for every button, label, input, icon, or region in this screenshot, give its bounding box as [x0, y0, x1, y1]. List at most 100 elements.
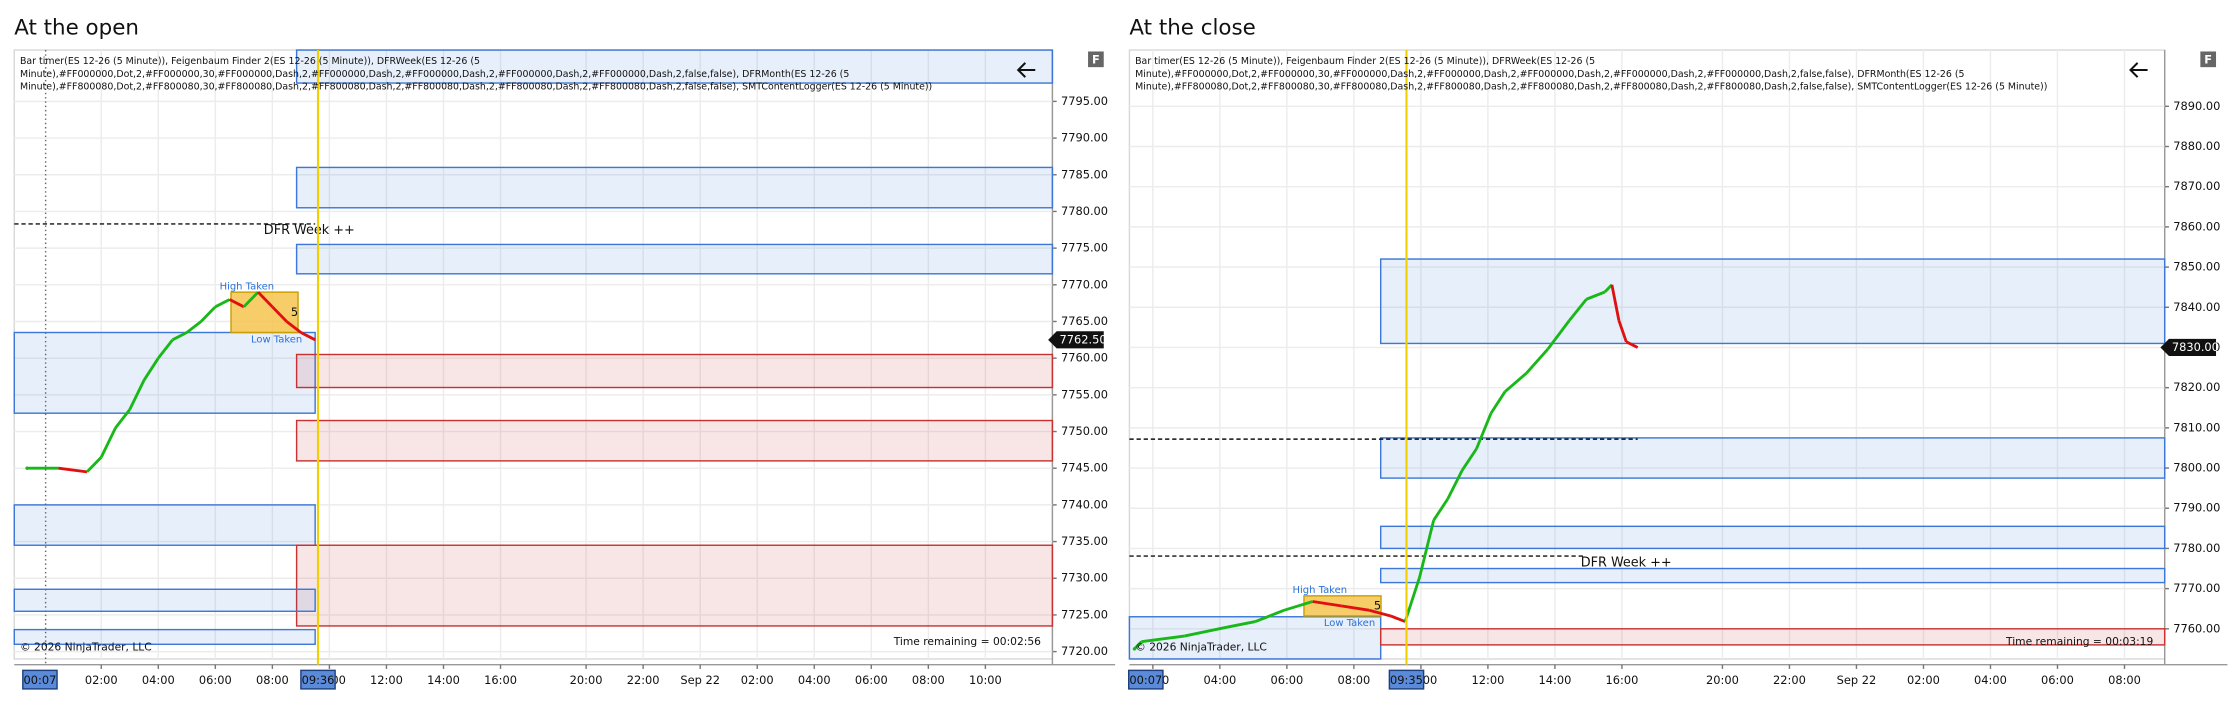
x-tick-label: 02:00 — [85, 673, 118, 687]
y-tick-label: 7860.00 — [2173, 219, 2220, 233]
y-tick-label: 7850.00 — [2173, 260, 2220, 274]
badge: F — [1092, 53, 1100, 67]
chart-panel: At the open 7720.00 7725.00 7730.00 7735.00 7… — [13, 16, 1116, 690]
price-segment — [1585, 290, 1606, 301]
x-tick-label: 02:00 — [1907, 673, 1940, 687]
x-tick-label: 04:00 — [798, 673, 831, 687]
indicator-text: Minute),#FF800080,Dot,2,#FF800080,30,#FF… — [20, 82, 932, 93]
price-segment — [142, 357, 160, 381]
price-segment — [1340, 604, 1370, 612]
x-tick-label: 04:00 — [1203, 673, 1236, 687]
y-tick-label: 7840.00 — [2173, 300, 2220, 314]
zone — [1379, 525, 2166, 550]
range-count: 5 — [1374, 598, 1381, 612]
price-segment — [242, 291, 260, 308]
badge-box — [1088, 51, 1104, 68]
price-segment — [1489, 390, 1507, 415]
last-price-box — [2160, 338, 2217, 357]
plot-area — [1128, 49, 2166, 660]
badge: F — [2204, 53, 2212, 67]
price-segment — [1432, 498, 1449, 522]
y-tick-label: 7810.00 — [2173, 420, 2220, 434]
zone — [295, 419, 1054, 462]
y-tick-label: 7790.00 — [1061, 131, 1108, 145]
range-low-label: Low Taken — [251, 335, 302, 346]
price-segment — [200, 305, 217, 323]
last-price-label: 7830.00 — [2172, 340, 2219, 354]
price-segment — [271, 305, 288, 323]
start-label-box — [22, 669, 58, 690]
x-tick-label: 02:00 — [741, 673, 774, 687]
x-tick-label: 16:00 — [1606, 673, 1639, 687]
zone — [295, 49, 1054, 84]
y-tick-label: 7870.00 — [2173, 179, 2220, 193]
x-tick-label: 22:00 — [627, 673, 660, 687]
price-segment — [1617, 320, 1628, 343]
x-tick-label: Sep 22 — [1837, 673, 1877, 687]
last-price-label: 7762.50 — [1060, 332, 1107, 346]
y-tick-label: 7735.00 — [1061, 534, 1108, 548]
x-tick-label: 06:00 — [199, 673, 232, 687]
zone — [1379, 567, 2166, 584]
chart-panel: At the close 7760.00 7770.00 7780.00 7790.00… — [1128, 16, 2228, 690]
price-segment — [1369, 608, 1392, 618]
y-tick-label: 7780.00 — [2173, 541, 2220, 555]
start-label: 00:07 — [24, 673, 57, 687]
price-segment — [1610, 284, 1621, 321]
zone — [295, 544, 1054, 627]
y-tick-label: 7770.00 — [1061, 277, 1108, 291]
price-segment — [1568, 298, 1588, 322]
x-tick-label: 06:00 — [1270, 673, 1303, 687]
y-tick-label: 7795.00 — [1061, 94, 1108, 108]
price-segment — [185, 320, 202, 334]
price-segment — [1446, 469, 1464, 500]
y-tick-label: 7765.00 — [1061, 314, 1108, 328]
price-segment — [1525, 348, 1549, 375]
zone — [295, 353, 1054, 389]
start-label-box — [1128, 669, 1164, 690]
annotation: DFR Week ++ — [1581, 555, 1672, 570]
x-tick-label: 16:00 — [484, 673, 517, 687]
zone — [13, 331, 316, 414]
zone — [1379, 258, 2166, 345]
indicator-text: Minute),#FF800080,Dot,2,#FF800080,30,#FF… — [1135, 82, 2047, 93]
price-segment — [1283, 600, 1314, 612]
zone — [295, 166, 1054, 209]
y-tick-label: 7780.00 — [1061, 204, 1108, 218]
y-tick-label: 7730.00 — [1061, 571, 1108, 585]
x-tick-label: 06:00 — [855, 673, 888, 687]
y-tick-label: 7760.00 — [1061, 351, 1108, 365]
x-tick-label: 08:00 — [912, 673, 945, 687]
y-tick-label: 7755.00 — [1061, 387, 1108, 401]
price-segment — [1546, 319, 1571, 350]
y-tick-label: 7760.00 — [2173, 621, 2220, 635]
x-tick-label: 08:00 — [2108, 673, 2141, 687]
price-segment — [1504, 372, 1528, 393]
zone — [1379, 628, 2166, 646]
annotation: DFR Week ++ — [264, 223, 355, 238]
badge-box — [2200, 51, 2217, 68]
cursor-label-box — [1388, 669, 1425, 690]
chart-title: At the open — [14, 16, 139, 41]
chart-title: At the close — [1129, 16, 1255, 41]
price-segment — [114, 408, 131, 429]
price-segment — [1418, 519, 1436, 578]
price-segment — [1226, 620, 1256, 629]
price-segment — [257, 291, 274, 308]
x-tick-label: 04:00 — [1974, 673, 2007, 687]
zone — [13, 588, 316, 612]
indicator-text: Bar timer(ES 12-26 (5 Minute)), Feigenba… — [1135, 56, 1595, 67]
y-tick-label: 7750.00 — [1061, 424, 1108, 438]
y-tick-label: 7725.00 — [1061, 607, 1108, 621]
x-tick-label: 06:00 — [2041, 673, 2074, 687]
price-segment — [1625, 340, 1639, 349]
indicator-text: Minute),#FF000000,Dot,2,#FF000000,30,#FF… — [1135, 69, 1964, 80]
price-segment — [300, 331, 316, 342]
indicator-text: Bar timer(ES 12-26 (5 Minute)), Feigenba… — [20, 56, 480, 67]
back-arrow — [1016, 62, 1036, 78]
x-tick-label: 20:00 — [570, 673, 603, 687]
last-price-box — [1048, 331, 1104, 349]
time-remaining: Time remaining = 00:03:19 — [2005, 635, 2153, 648]
